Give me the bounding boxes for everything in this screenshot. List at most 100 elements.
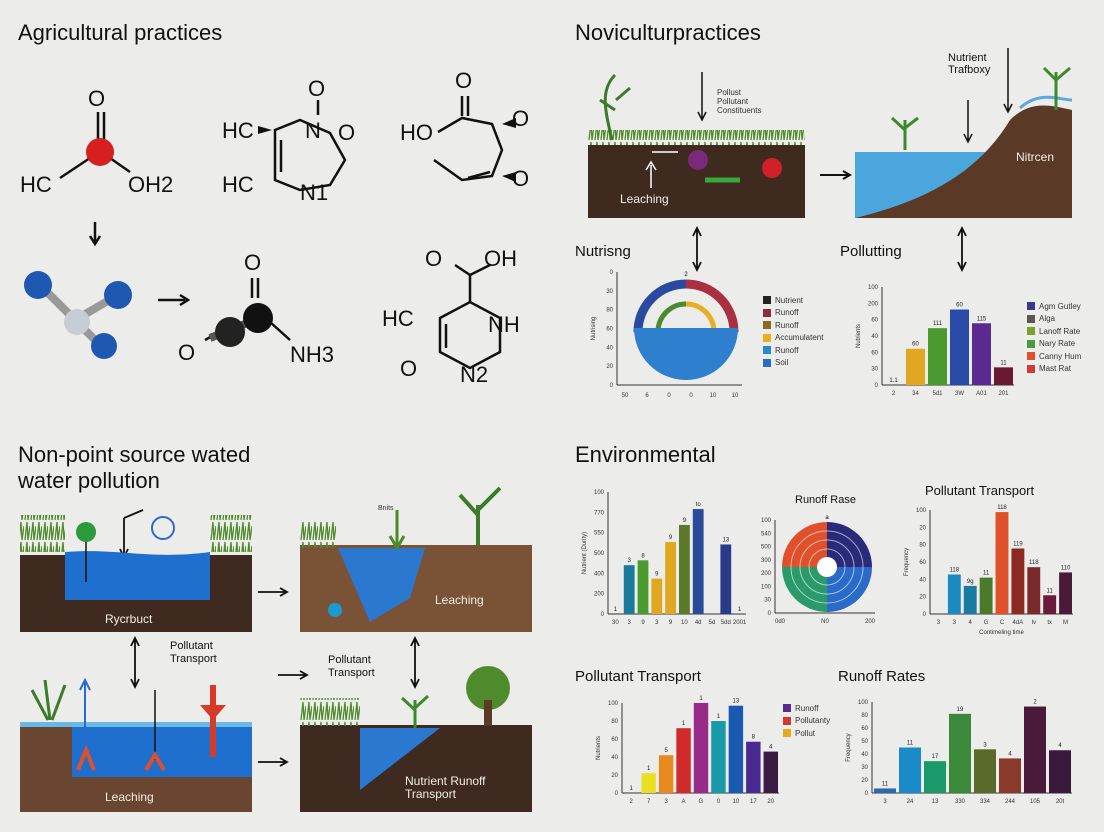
y-tick-label: 40 — [919, 577, 926, 583]
gauge-arc — [685, 279, 739, 333]
x-tick-label: 6 — [645, 393, 649, 399]
y-tick-label: 0 — [875, 383, 879, 389]
bar-value-label: 11 — [882, 781, 889, 787]
label-ryrcbuct: Rycrbuct — [105, 612, 153, 626]
bar-value-label: 118 — [950, 567, 960, 573]
y-tick-label: 300 — [761, 558, 772, 564]
bar-value-label: 1 — [614, 607, 618, 613]
y-tick-label: 100 — [761, 518, 772, 524]
atom-hc: HC — [20, 172, 52, 197]
y-tick-label: 80 — [919, 543, 926, 549]
bar — [874, 788, 896, 793]
y-tick-label: 550 — [594, 531, 605, 537]
bar — [972, 323, 991, 385]
bar — [924, 761, 946, 793]
x-tick-label: 0 — [717, 799, 721, 805]
y-tick-label: 0 — [865, 791, 869, 797]
y-tick-label: 30 — [871, 367, 878, 373]
legend-label: Lanoff Rate — [1039, 326, 1081, 336]
x-tick-label: 105 — [1030, 799, 1041, 805]
legend-swatch — [763, 296, 771, 304]
y-tick-label: 100 — [761, 584, 772, 590]
bar-value-label: 19 — [957, 707, 964, 713]
heading-agricultural-practices: Agricultural practices — [18, 20, 223, 45]
legend-swatch — [783, 716, 791, 725]
legend-item: Nary Rate — [1027, 338, 1075, 350]
bar-value-label: 115 — [977, 316, 987, 322]
legend-item: Runoff — [763, 307, 798, 319]
y-tick-label: 0 — [610, 270, 614, 276]
x-tick-label: G — [984, 620, 989, 626]
y-tick-label: 40 — [611, 755, 618, 761]
legend-swatch — [1027, 339, 1035, 348]
bar-value-label: 8 — [641, 553, 645, 559]
pie-slice-soil — [634, 328, 738, 380]
soil-scene-leaching — [588, 72, 853, 218]
bar — [676, 728, 691, 793]
slope-scene-nitrogen — [855, 48, 1073, 218]
legend-item: Canny Hum — [1027, 350, 1081, 362]
heading-environmental: Environmental — [575, 442, 716, 467]
bar-value-label: 60 — [912, 342, 919, 348]
x-tick-label: 3 — [953, 620, 957, 626]
atom-hc: HC — [222, 172, 254, 197]
legend-item: Nutrient — [763, 294, 803, 306]
bar-value-label: 11 — [1000, 360, 1007, 366]
bar — [950, 309, 969, 385]
bar-value-label: 11 — [1047, 588, 1054, 594]
bar-value-label: 17 — [932, 754, 939, 760]
atom-hc: HC — [222, 118, 254, 143]
atom-n2: N2 — [460, 362, 489, 387]
legend-item: Soil — [763, 357, 788, 369]
chart-title-runoff-rase: Runoff Rase — [795, 494, 856, 506]
x-tick-label: 0 — [689, 393, 693, 399]
y-tick-label: 60 — [606, 327, 613, 333]
legend-swatch — [783, 704, 791, 712]
legend-swatch — [763, 308, 771, 317]
bar — [999, 758, 1021, 793]
y-tick-label: 20 — [611, 773, 618, 779]
y-axis-label: Nutrients — [856, 324, 862, 348]
y-tick-label: 20 — [919, 595, 926, 601]
x-tick-label: 3 — [883, 799, 887, 805]
legend-item: Runoff — [783, 702, 818, 714]
label-nitrogen: Nitrcen — [1016, 150, 1055, 164]
legend-item: Lanoff Rate — [1027, 325, 1080, 337]
legend-label: Alga — [1039, 314, 1056, 323]
bar — [963, 585, 977, 614]
bar — [623, 565, 635, 614]
bar — [1043, 595, 1057, 614]
x-tick-label: 330 — [955, 799, 966, 805]
bar-value-label: 119 — [1013, 541, 1023, 547]
legend-swatch — [1027, 302, 1035, 310]
gauge-arc — [655, 301, 687, 333]
bar-value-label: 1 — [717, 714, 721, 720]
y-tick-label: 0 — [601, 612, 605, 618]
legend-label: Pollut — [795, 728, 816, 738]
y-axis-label: Frequency — [904, 548, 910, 576]
atom-o: O — [455, 68, 473, 93]
atom-n1: N1 — [300, 180, 329, 205]
scene-leaching-water — [20, 677, 252, 812]
atom-o: O — [338, 120, 356, 145]
legend-swatch — [763, 346, 771, 354]
x-tick-label: 50 — [622, 393, 629, 399]
x-axis-label: Contimeling time — [979, 630, 1024, 636]
x-tick-label: 244 — [1005, 799, 1016, 805]
x-tick-label: A01 — [976, 391, 987, 397]
x-tick-label: C — [1000, 620, 1005, 626]
bar-value-label: 4 — [1008, 751, 1012, 757]
x-tick-label: 200 — [865, 619, 876, 625]
atom-nh3: NH3 — [290, 342, 335, 367]
legend-item: Agm Gutley — [1027, 300, 1081, 312]
bar-value-label: to — [696, 502, 702, 508]
bar-value-label: 118 — [1029, 560, 1039, 566]
y-tick-label: 100 — [594, 490, 605, 496]
pie-top-label: 2 — [684, 272, 688, 278]
legend-swatch — [1027, 364, 1035, 373]
legend-label: Mast Rat — [1039, 364, 1072, 373]
y-tick-label: 540 — [761, 531, 772, 537]
atom-ho: HO — [400, 120, 433, 145]
